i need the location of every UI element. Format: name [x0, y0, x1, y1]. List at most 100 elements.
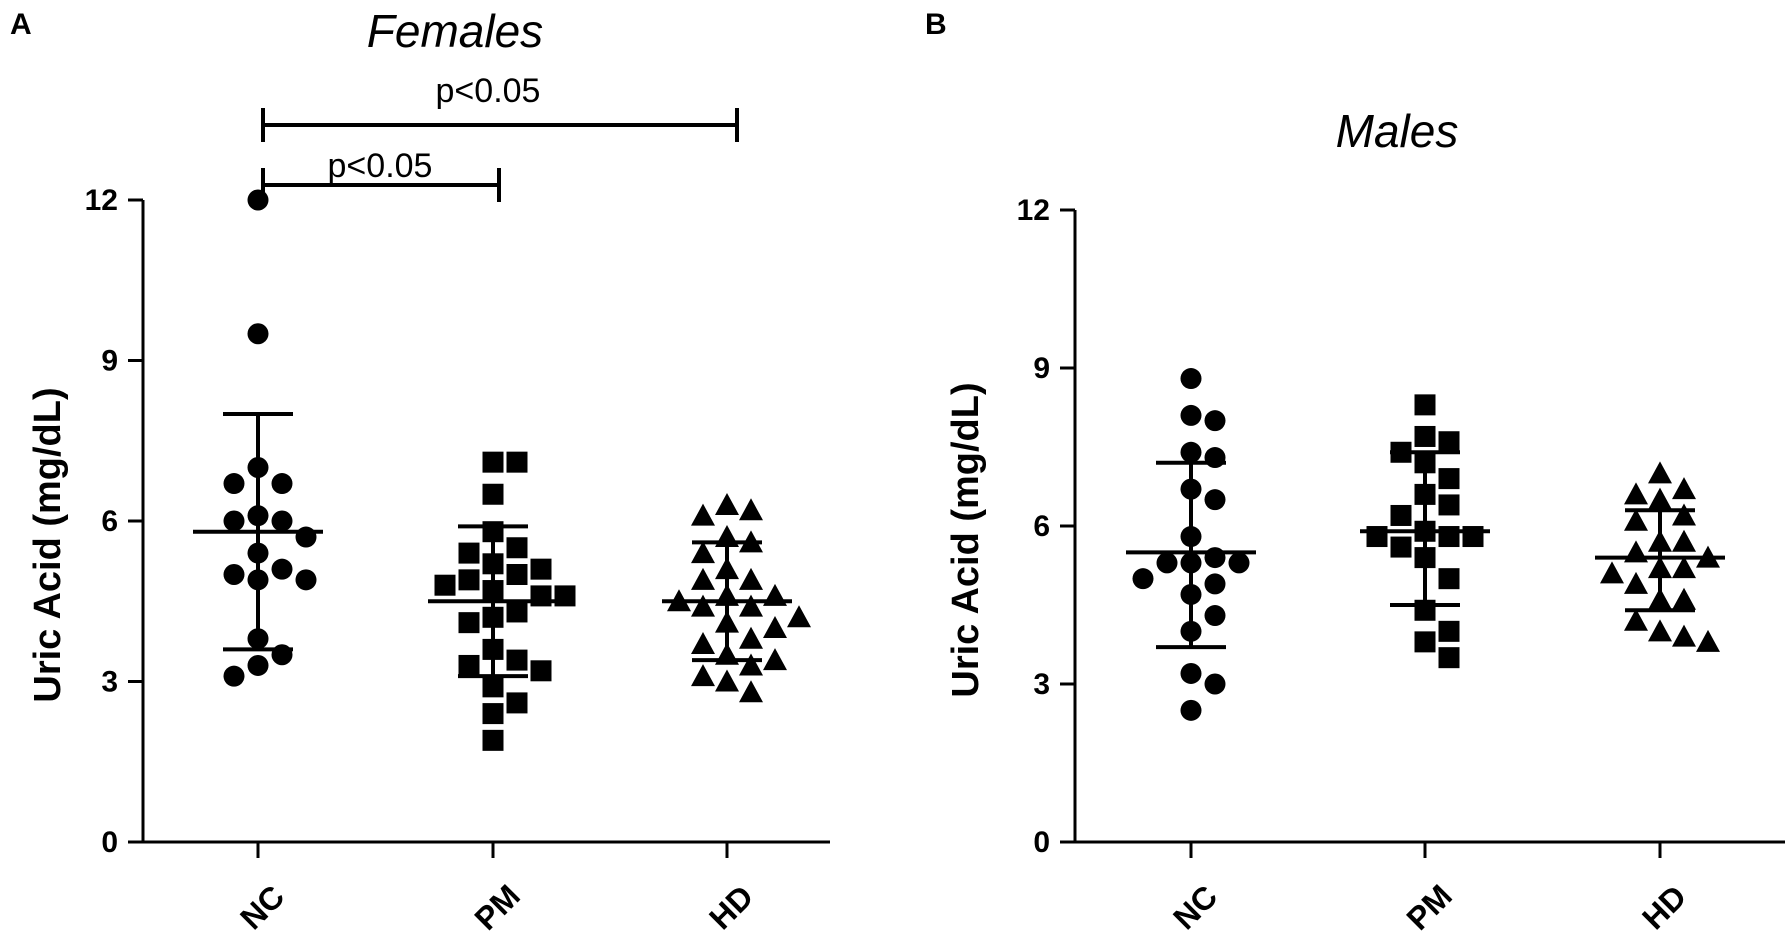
- y-tick-label: 12: [1017, 194, 1050, 227]
- data-point: [1624, 540, 1648, 563]
- x-tick-label-pm: PM: [468, 878, 527, 937]
- y-tick-label: 9: [101, 344, 118, 377]
- chart-title-males: Males: [1336, 105, 1459, 157]
- data-point: [739, 626, 763, 649]
- data-point: [458, 612, 480, 634]
- data-point: [739, 680, 763, 703]
- data-point: [1414, 631, 1436, 653]
- data-point: [482, 553, 504, 575]
- data-point: [1672, 587, 1696, 610]
- data-point: [1600, 561, 1624, 584]
- data-point: [223, 473, 245, 495]
- data-point: [1180, 404, 1202, 426]
- data-point: [1180, 620, 1202, 642]
- data-point: [1672, 624, 1696, 647]
- y-tick-label: 3: [101, 665, 118, 698]
- data-point: [739, 498, 763, 521]
- x-tick-label-hd: HD: [1635, 878, 1693, 936]
- data-point: [458, 542, 480, 564]
- data-point: [1648, 461, 1672, 484]
- panel-females: A Females Uric Acid (mg/dL) 0 3 6 9 12 N…: [10, 5, 830, 937]
- data-point: [1204, 489, 1226, 511]
- data-point: [691, 541, 715, 564]
- data-point: [247, 189, 269, 211]
- data-point: [763, 616, 787, 638]
- data-point: [1462, 526, 1484, 548]
- data-point: [247, 628, 269, 650]
- data-point: [715, 642, 739, 665]
- significance-bracket-nc-hd: p<0.05: [261, 72, 739, 142]
- x-tick-label-pm: PM: [1400, 878, 1459, 937]
- y-tick-label: 9: [1033, 352, 1050, 385]
- data-point: [434, 574, 456, 596]
- data-point: [1672, 556, 1696, 579]
- data-point: [1204, 605, 1226, 627]
- data-point: [482, 729, 504, 751]
- data-point: [247, 569, 269, 591]
- data-point: [1624, 571, 1648, 594]
- data-point: [1438, 494, 1460, 516]
- data-point: [715, 557, 739, 580]
- data-point: [271, 558, 293, 580]
- data-point: [530, 558, 552, 580]
- data-point: [1438, 526, 1460, 548]
- p-value-label: p<0.05: [436, 72, 541, 110]
- data-point: [247, 505, 269, 527]
- panel-letter-b: B: [925, 8, 947, 41]
- data-point: [763, 648, 787, 671]
- data-point: [482, 521, 504, 543]
- data-point: [458, 654, 480, 676]
- data-point: [715, 669, 739, 692]
- data-point: [1228, 552, 1250, 574]
- data-point: [1204, 573, 1226, 595]
- data-point: [1648, 619, 1672, 642]
- p-value-label: p<0.05: [328, 147, 433, 185]
- data-point: [1672, 503, 1696, 526]
- data-point: [482, 606, 504, 628]
- data-point: [271, 473, 293, 495]
- data-point: [1366, 526, 1388, 548]
- data-point: [506, 537, 528, 559]
- data-point: [1156, 552, 1178, 574]
- data-point: [739, 653, 763, 676]
- data-point: [1414, 483, 1436, 505]
- data-points-females: [193, 189, 811, 751]
- data-point: [1414, 520, 1436, 542]
- panel-letter-a: A: [10, 8, 32, 41]
- y-tick-label: 0: [1033, 826, 1050, 859]
- data-point: [482, 580, 504, 602]
- data-point: [247, 323, 269, 345]
- data-point: [482, 703, 504, 725]
- y-tick-label: 0: [101, 826, 118, 859]
- x-tick-label-nc: NC: [233, 878, 291, 936]
- y-axis-label: Uric Acid (mg/dL): [945, 382, 987, 697]
- data-point: [247, 542, 269, 564]
- data-point: [1696, 545, 1720, 568]
- data-point: [223, 665, 245, 687]
- data-point: [223, 564, 245, 585]
- data-point: [715, 583, 739, 606]
- data-point: [1624, 508, 1648, 531]
- data-point: [1672, 529, 1696, 552]
- data-point: [1180, 526, 1202, 548]
- data-point: [715, 610, 739, 633]
- data-point: [271, 644, 293, 666]
- data-point: [1438, 647, 1460, 669]
- data-point: [667, 589, 691, 612]
- data-point: [482, 483, 504, 505]
- data-point: [739, 530, 763, 553]
- data-point: [715, 492, 739, 515]
- data-point: [271, 510, 293, 532]
- data-point: [1180, 441, 1202, 463]
- significance-bracket-nc-pm: p<0.05: [261, 147, 501, 202]
- data-point: [1390, 441, 1412, 463]
- data-point: [1414, 599, 1436, 621]
- y-tick-label: 3: [1033, 668, 1050, 701]
- data-point: [530, 585, 552, 607]
- data-point: [691, 594, 715, 617]
- data-point: [1648, 587, 1672, 610]
- data-point: [458, 569, 480, 591]
- data-point: [691, 503, 715, 526]
- data-point: [1624, 482, 1648, 505]
- data-point: [1648, 487, 1672, 510]
